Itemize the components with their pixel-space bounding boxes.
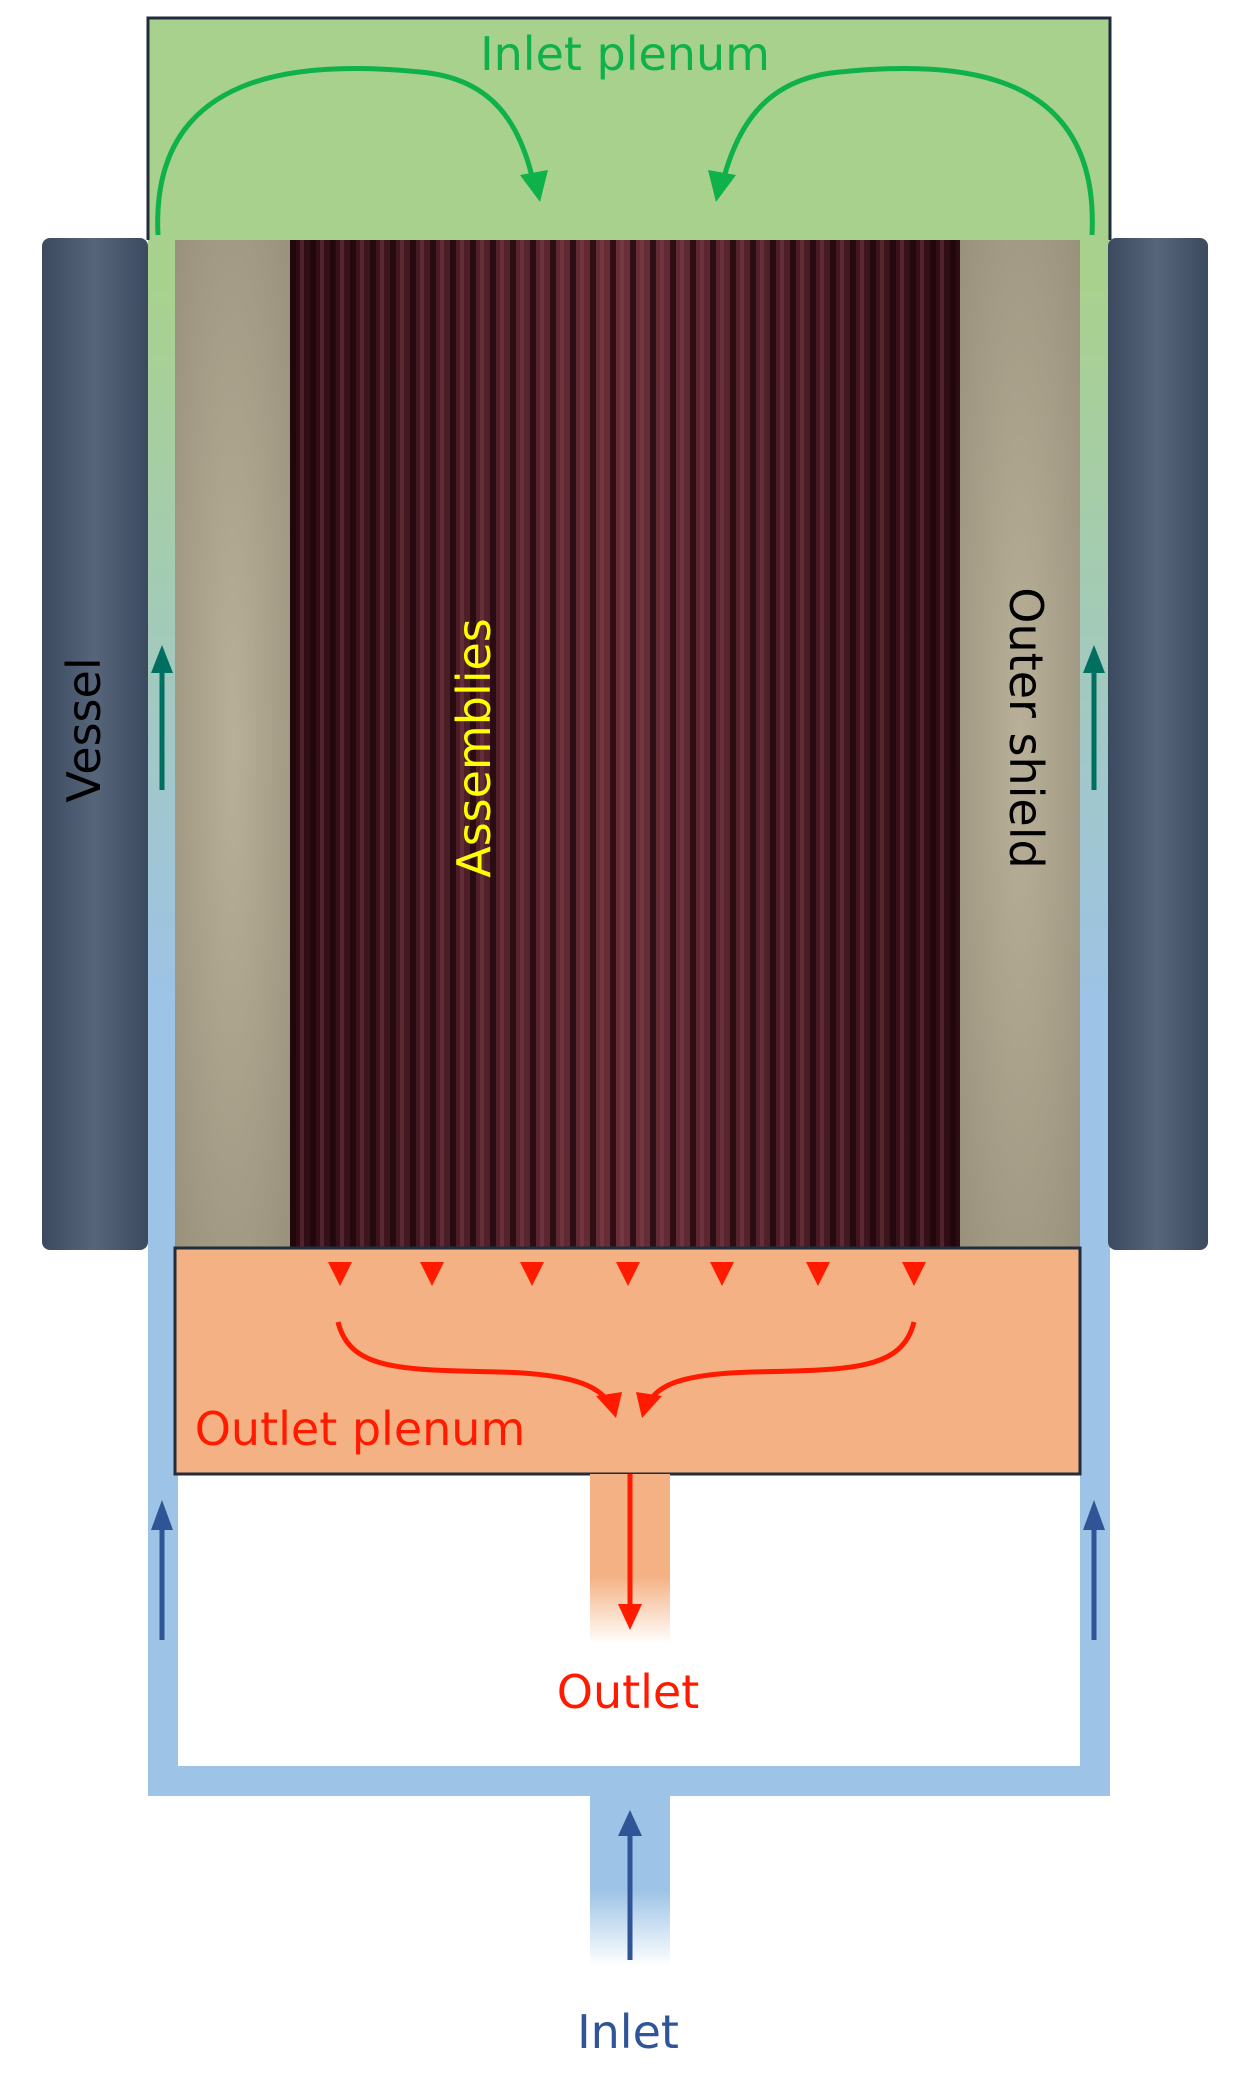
outlet-plenum-arrow-right	[645, 1321, 917, 1407]
outlet-pipe-arrowhead	[618, 1604, 642, 1630]
core-arrowhead-5	[710, 1262, 734, 1286]
outlet-plenum-label: Outlet plenum	[195, 1402, 526, 1456]
outlet-plenum-arrow-left	[335, 1321, 613, 1407]
inlet-plenum-arrowhead-left	[520, 170, 548, 202]
core-arrowhead-2	[420, 1262, 444, 1286]
core-arrowhead-7	[902, 1262, 926, 1286]
downcomer-bottom	[148, 1766, 1110, 1796]
core-arrowhead-3	[520, 1262, 544, 1286]
downcomer-right	[1080, 20, 1110, 1796]
outer-shield-right	[960, 240, 1080, 1248]
downcomer-arrowhead-left-lower	[151, 1500, 173, 1530]
core-arrowhead-1	[328, 1262, 352, 1286]
outer-shield-left	[175, 240, 290, 1248]
inlet-plenum-arrow-right	[719, 65, 1095, 236]
inlet-plenum	[148, 18, 1110, 240]
downcomer-arrowhead-left-upper	[151, 645, 173, 673]
assemblies-label: Assemblies	[447, 618, 501, 878]
vessel-wall-left	[42, 238, 148, 1250]
outer-shield-label: Outer shield	[999, 587, 1053, 868]
vessel-wall-right	[1108, 238, 1208, 1250]
vessel-frame	[146, 16, 1112, 240]
inlet-label: Inlet	[577, 2005, 679, 2059]
outlet-label: Outlet	[557, 1665, 700, 1719]
vessel-label: Vessel	[57, 657, 111, 802]
downcomer-arrowhead-right-upper	[1083, 645, 1105, 673]
core-arrowhead-6	[806, 1262, 830, 1286]
inlet-plenum-label: Inlet plenum	[480, 27, 770, 81]
downcomer-left	[148, 20, 178, 1796]
core-arrowhead-4	[616, 1262, 640, 1286]
inlet-plenum-arrowhead-right	[708, 170, 736, 202]
inlet-plenum-arrow-left	[155, 65, 537, 236]
downcomer-arrowhead-right-lower	[1083, 1500, 1105, 1530]
outlet-plenum-arrowhead-left	[596, 1392, 622, 1418]
assembly-rods	[290, 240, 960, 1248]
core-flow-arrows	[328, 228, 926, 1286]
outlet-plenum-arrowhead-right	[636, 1392, 662, 1418]
inlet-pipe-arrowhead	[618, 1810, 642, 1836]
